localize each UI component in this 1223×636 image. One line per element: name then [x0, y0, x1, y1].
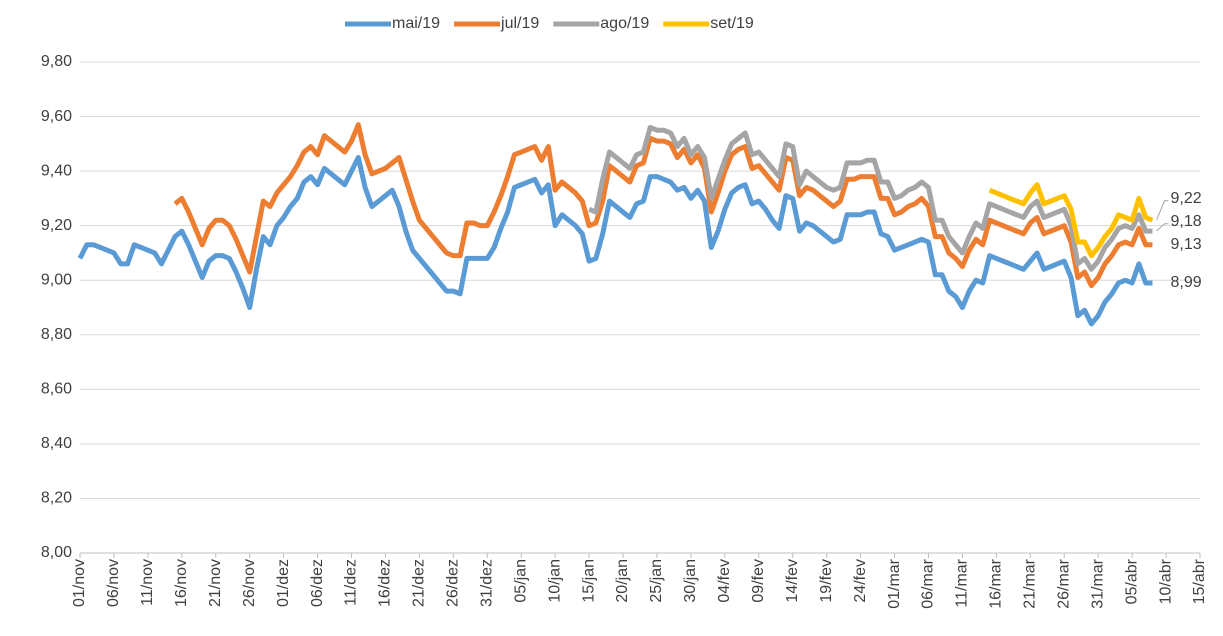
legend-label: set/19	[710, 15, 754, 32]
x-tick-label: 06/nov	[105, 559, 122, 607]
legend-label: jul/19	[500, 15, 539, 32]
x-tick-label: 05/abr	[1123, 558, 1140, 604]
x-tick-label: 26/nov	[241, 559, 258, 607]
series-line	[988, 182, 1154, 259]
x-tick-label: 06/dez	[309, 559, 326, 607]
y-tick-label: 8,80	[41, 326, 72, 343]
x-tick-label: 16/nov	[173, 559, 190, 607]
end-label: 8,99	[1170, 274, 1201, 291]
x-tick-label: 09/fev	[750, 559, 767, 603]
series-line	[173, 122, 1153, 289]
x-tick-label: 06/mar	[920, 558, 937, 608]
legend-label: mai/19	[392, 15, 440, 32]
y-tick-label: 8,60	[41, 381, 72, 398]
x-tick-label: 16/dez	[377, 559, 394, 607]
x-tick-label: 26/dez	[445, 559, 462, 607]
x-tick-label: 04/fev	[716, 559, 733, 603]
x-tick-label: 10/jan	[546, 559, 563, 603]
legend-label: ago/19	[600, 15, 649, 32]
leader-line	[1156, 200, 1169, 221]
y-tick-label: 9,80	[41, 53, 72, 70]
x-tick-label: 15/jan	[580, 559, 597, 603]
x-tick-label: 01/mar	[886, 558, 903, 608]
x-tick-label: 25/jan	[648, 559, 665, 603]
end-label: 9,18	[1170, 213, 1201, 230]
y-tick-label: 9,20	[41, 217, 72, 234]
y-tick-label: 8,00	[41, 544, 72, 561]
x-tick-label: 14/fev	[784, 559, 801, 603]
x-tick-label: 11/mar	[954, 558, 971, 607]
x-tick-label: 21/dez	[411, 559, 428, 607]
x-tick-label: 11/nov	[139, 559, 156, 606]
series-line	[77, 154, 1153, 327]
x-tick-label: 10/abr	[1157, 558, 1174, 604]
x-tick-label: 01/dez	[275, 559, 292, 607]
x-tick-label: 31/dez	[478, 559, 495, 607]
series-line	[588, 124, 1153, 272]
y-tick-label: 9,00	[41, 271, 72, 288]
x-tick-label: 16/mar	[988, 558, 1005, 608]
x-tick-label: 11/dez	[343, 559, 360, 606]
y-tick-label: 8,20	[41, 490, 72, 507]
end-label: 9,13	[1170, 236, 1201, 253]
x-tick-label: 21/mar	[1022, 558, 1039, 608]
y-tick-label: 9,40	[41, 162, 72, 179]
x-tick-label: 20/jan	[614, 559, 631, 603]
x-tick-label: 24/fev	[852, 559, 869, 603]
x-tick-label: 26/mar	[1055, 558, 1072, 608]
y-tick-label: 9,60	[41, 108, 72, 125]
x-tick-label: 30/jan	[682, 559, 699, 603]
y-tick-label: 8,40	[41, 435, 72, 452]
x-tick-label: 01/nov	[71, 559, 88, 607]
x-tick-label: 19/fev	[818, 559, 835, 603]
x-tick-label: 15/abr	[1191, 558, 1208, 604]
end-label: 9,22	[1170, 190, 1201, 207]
leader-line	[1156, 223, 1169, 232]
x-tick-label: 21/nov	[207, 559, 224, 607]
x-tick-label: 31/mar	[1089, 558, 1106, 608]
x-tick-label: 05/jan	[512, 559, 529, 603]
